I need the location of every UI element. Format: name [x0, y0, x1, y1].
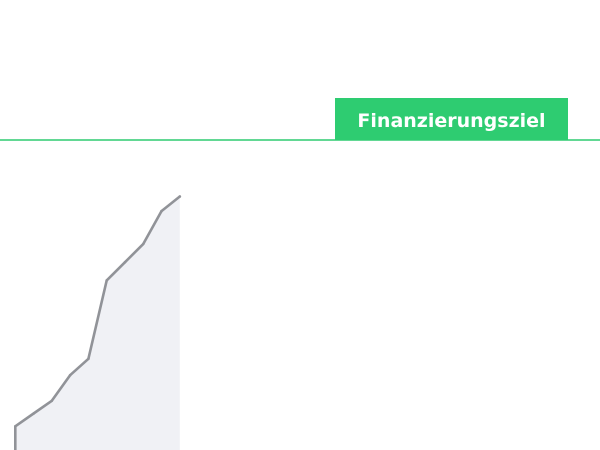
- data-point-7: [123, 260, 127, 264]
- data-point-10: [178, 195, 182, 198]
- data-point-4: [68, 373, 72, 377]
- data-point-2: [32, 412, 35, 415]
- data-point-5: [87, 357, 90, 361]
- data-point-8: [142, 242, 145, 246]
- funding-goal-label: Finanzierungsziel: [357, 110, 545, 132]
- data-point-6: [105, 279, 108, 282]
- data-point-9: [160, 209, 163, 213]
- data-points: [14, 195, 182, 428]
- data-point-3: [50, 399, 54, 403]
- funding-goal-badge: [335, 98, 568, 140]
- data-point-1: [14, 425, 17, 428]
